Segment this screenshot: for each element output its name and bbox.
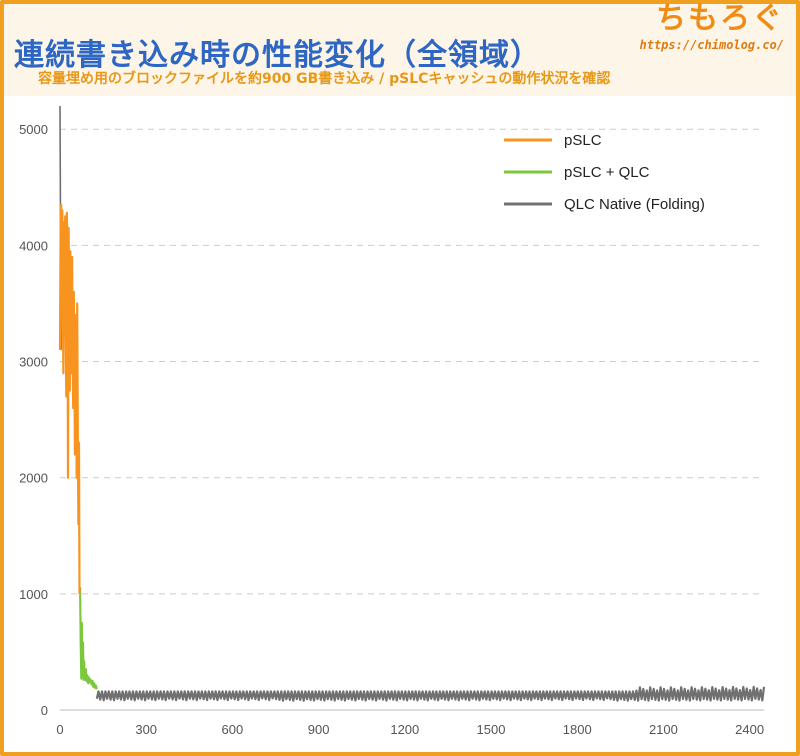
y-tick-labels: 0 1000 2000 3000 4000 5000 xyxy=(19,122,48,718)
plot-area: 0 1000 2000 3000 4000 5000 0 300 600 900 1200 1500… xyxy=(4,96,796,752)
brand-url: https://chimolog.co/ xyxy=(639,38,785,52)
y-tick-4000: 4000 xyxy=(19,238,48,253)
legend-label-1: pSLC + QLC xyxy=(564,164,650,181)
x-tick-2100: 2100 xyxy=(649,722,678,737)
y-tick-2000: 2000 xyxy=(19,471,48,486)
x-tick-900: 900 xyxy=(308,722,330,737)
line-chart: 0 1000 2000 3000 4000 5000 0 300 600 900 1200 1500… xyxy=(19,105,766,737)
x-tick-2400: 2400 xyxy=(735,722,764,737)
grid-lines xyxy=(60,128,764,595)
brand-logo: ちもろぐ https://chimolog.co/ xyxy=(639,1,785,53)
series-lines xyxy=(58,105,766,702)
series-line-2 xyxy=(95,685,766,702)
chart-title: 連続書き込み時の性能変化（全領域） xyxy=(14,38,541,73)
chart-subtitle: 容量埋め用のブロックファイルを約900 GB書き込み / pSLCキャッシュの動… xyxy=(38,71,611,87)
x-tick-0: 0 xyxy=(56,722,63,737)
x-tick-1200: 1200 xyxy=(390,722,419,737)
y-tick-1000: 1000 xyxy=(19,587,48,602)
series-line-0 xyxy=(58,203,81,594)
x-tick-1800: 1800 xyxy=(563,722,592,737)
chart-header: 連続書き込み時の性能変化（全領域） 容量埋め用のブロックファイルを約900 GB… xyxy=(0,0,800,92)
y-tick-3000: 3000 xyxy=(19,355,48,370)
y-tick-5000: 5000 xyxy=(19,122,48,137)
legend: pSLC pSLC + QLC QLC Native (Folding) xyxy=(504,132,705,213)
x-tick-300: 300 xyxy=(135,722,157,737)
legend-label-2: QLC Native (Folding) xyxy=(564,196,705,213)
x-tick-600: 600 xyxy=(222,722,244,737)
y-tick-0: 0 xyxy=(41,703,48,718)
series-line-1 xyxy=(78,586,98,690)
brand-name: ちもろぐ xyxy=(656,1,784,36)
x-tick-labels: 0 300 600 900 1200 1500 1800 2100 2400 xyxy=(56,722,764,737)
x-tick-1500: 1500 xyxy=(477,722,506,737)
legend-label-0: pSLC xyxy=(564,132,602,149)
